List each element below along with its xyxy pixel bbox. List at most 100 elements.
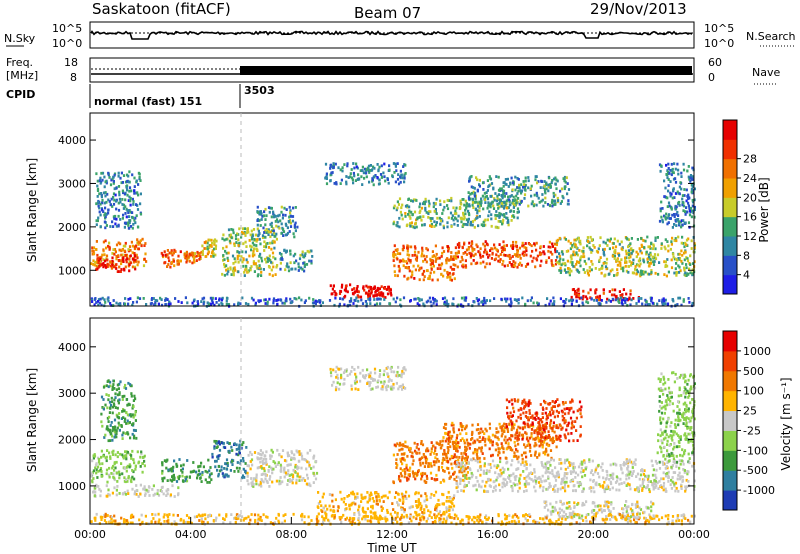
- data-cell: [121, 216, 124, 220]
- data-cell: [124, 297, 127, 300]
- data-cell: [460, 220, 463, 224]
- data-cell: [133, 176, 136, 180]
- data-cell: [494, 434, 497, 438]
- data-cell: [506, 430, 510, 433]
- data-cell: [117, 208, 121, 212]
- data-cell: [355, 165, 358, 169]
- data-cell: [580, 296, 583, 300]
- data-cell: [649, 253, 652, 257]
- data-cell: [143, 454, 146, 458]
- data-cell: [517, 255, 520, 258]
- data-cell: [240, 255, 243, 258]
- data-cell: [121, 253, 124, 257]
- data-cell: [125, 173, 129, 177]
- data-cell: [402, 296, 406, 300]
- data-cell: [339, 168, 342, 172]
- data-cell: [688, 196, 691, 200]
- data-cell: [349, 283, 352, 287]
- data-cell: [531, 249, 534, 253]
- data-cell: [410, 454, 413, 458]
- data-cell: [107, 208, 110, 212]
- data-cell: [538, 200, 541, 204]
- data-cell: [99, 467, 103, 470]
- data-cell: [432, 460, 435, 464]
- data-cell: [436, 457, 439, 461]
- data-cell: [394, 162, 397, 166]
- data-cell: [412, 225, 415, 229]
- data-cell: [411, 273, 414, 277]
- data-cell: [113, 198, 116, 202]
- data-cell: [297, 269, 300, 272]
- data-cell: [272, 467, 275, 471]
- data-cell: [314, 477, 318, 481]
- data-cell: [453, 513, 457, 517]
- data-cell: [509, 181, 512, 185]
- data-cell: [371, 497, 374, 500]
- data-cell: [544, 303, 547, 307]
- data-cell: [265, 231, 268, 234]
- data-cell: [647, 303, 650, 306]
- data-cell: [294, 267, 297, 271]
- data-cell: [399, 259, 402, 263]
- data-cell: [128, 421, 131, 424]
- data-cell: [479, 253, 482, 257]
- data-cell: [497, 430, 500, 434]
- data-cell: [388, 490, 391, 494]
- data-cell: [275, 218, 279, 222]
- data-cell: [380, 387, 383, 391]
- data-cell: [105, 200, 108, 204]
- data-cell: [96, 179, 99, 183]
- data-cell: [263, 214, 266, 218]
- data-cell: [445, 499, 448, 503]
- data-cell: [346, 164, 349, 168]
- data-cell: [101, 253, 104, 257]
- data-cell: [92, 477, 95, 480]
- data-cell: [242, 264, 245, 268]
- data-cell: [452, 472, 455, 476]
- data-cell: [107, 420, 110, 423]
- data-cell: [369, 374, 372, 378]
- data-cell: [396, 224, 399, 228]
- data-cell: [360, 496, 363, 500]
- data-cell: [553, 300, 556, 303]
- data-cell: [231, 449, 234, 452]
- data-cell: [453, 494, 456, 498]
- data-cell: [131, 244, 134, 248]
- data-cell: [364, 300, 367, 303]
- data-cell: [250, 236, 254, 239]
- data-cell: [395, 491, 398, 494]
- data-cell: [258, 457, 261, 461]
- data-cell: [565, 250, 568, 253]
- data-cell: [648, 262, 651, 265]
- data-cell: [450, 505, 453, 509]
- data-cell: [469, 254, 473, 257]
- data-cell: [109, 424, 112, 427]
- data-cell: [279, 476, 282, 479]
- data-cell: [482, 207, 485, 211]
- data-cell: [608, 247, 611, 251]
- data-cell: [197, 465, 200, 469]
- data-cell: [565, 176, 568, 180]
- data-cell: [214, 459, 217, 463]
- data-cell: [121, 189, 124, 193]
- data-cell: [582, 268, 585, 271]
- data-cell: [113, 418, 117, 422]
- data-cell: [526, 299, 529, 303]
- data-cell: [204, 469, 207, 473]
- data-cell: [191, 261, 194, 265]
- data-cell: [382, 171, 385, 175]
- data-cell: [114, 193, 117, 197]
- data-cell: [550, 456, 553, 460]
- data-cell: [469, 442, 472, 446]
- data-cell: [691, 185, 694, 188]
- data-cell: [430, 266, 433, 270]
- data-cell: [276, 214, 280, 218]
- data-cell: [475, 176, 478, 180]
- data-cell: [462, 213, 466, 217]
- data-cell: [270, 225, 273, 228]
- data-cell: [241, 260, 244, 264]
- data-cell: [452, 496, 455, 500]
- data-cell: [685, 238, 689, 242]
- data-cell: [232, 269, 235, 273]
- data-cell: [329, 367, 332, 371]
